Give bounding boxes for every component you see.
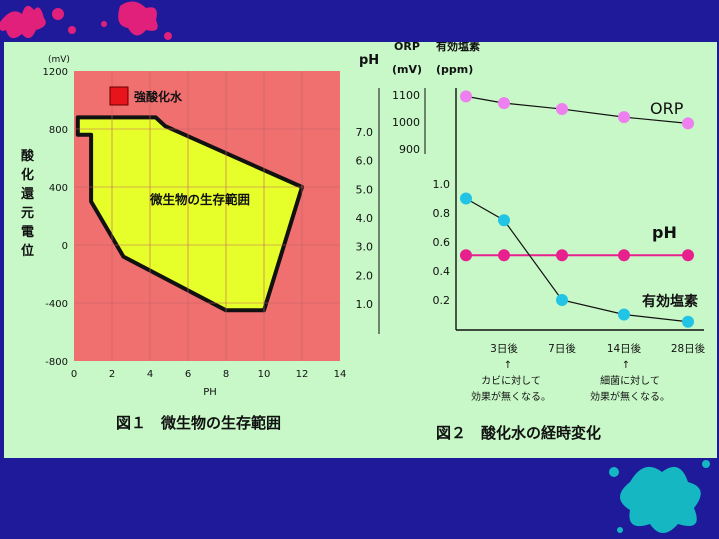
- orp-tick: 1100: [392, 89, 420, 102]
- figure-canvas: 微生物の生存範囲 強酸化水 (mV) 1200 800 400 0 -400 -800 0…: [21, 39, 706, 442]
- figure1-y-tick: -800: [45, 357, 68, 368]
- series-point-0: [498, 97, 510, 110]
- figure1-y-tick: 0: [62, 241, 68, 252]
- series-label-orp: ORP: [650, 99, 684, 118]
- series-point-0: [556, 103, 568, 116]
- figure1-y-tick: 800: [49, 125, 68, 136]
- chlorine-tick: 0.6: [433, 236, 451, 249]
- figure1-gridlines: [74, 71, 340, 361]
- figure1-chart: 微生物の生存範囲 強酸化水 (mV) 1200 800 400 0 -400 -800 0…: [21, 55, 346, 432]
- series-point-1: [498, 249, 510, 262]
- x-axis-title: PH: [203, 387, 217, 398]
- series-point-2: [682, 315, 694, 328]
- figure1-y-tick-labels: 1200 800 400 0 -400 -800: [43, 67, 68, 368]
- figure2-x-tick-labels: 3日後 7日後 14日後 28日後: [490, 342, 706, 355]
- legend-label: 強酸化水: [134, 89, 183, 104]
- series-point-1: [556, 249, 568, 262]
- figure1-x-tick: 8: [223, 369, 229, 380]
- y-axis-title-char: 還: [21, 186, 35, 202]
- figure2-chart: pH ORP (mV) 有効塩素 (ppm) 7.0 6.0 5.0 4.0 3.0 2.…: [356, 39, 706, 442]
- figure2-x-tick: 28日後: [671, 342, 706, 355]
- figure1-caption: 図１ 微生物の生存範囲: [116, 414, 281, 432]
- ph-tick: 5.0: [356, 183, 374, 196]
- chlorine-tick: 0.8: [433, 207, 451, 220]
- region-label: 微生物の生存範囲: [149, 192, 250, 207]
- y-axis-title-char: 位: [21, 243, 34, 259]
- ph-tick: 6.0: [356, 155, 374, 168]
- y-axis-title-char: 電: [21, 225, 34, 240]
- figure1-y-tick: 1200: [43, 67, 68, 78]
- orp-tick: 900: [399, 143, 420, 156]
- figure2-x-tick: 3日後: [490, 342, 518, 355]
- figure1-y-tick: -400: [45, 299, 68, 310]
- orp-axis-unit: (mV): [392, 63, 422, 76]
- orp-tick: 1000: [392, 116, 420, 129]
- figure1-x-tick: 6: [185, 369, 191, 380]
- y-axis-title-char: 元: [21, 206, 34, 221]
- figure1-y-tick: 400: [49, 183, 68, 194]
- series-point-2: [498, 214, 510, 227]
- annotation-bacteria: ↑ 細菌に対して 効果が無くなる。: [590, 360, 670, 403]
- chlorine-tick: 1.0: [433, 178, 451, 191]
- figure1-x-tick: 2: [109, 369, 115, 380]
- magenta-splash-topleft: [0, 1, 172, 40]
- chlorine-axis-title: 有効塩素: [436, 42, 480, 53]
- figure2-x-tick: 7日後: [548, 342, 576, 355]
- y-axis-title-char: 化: [21, 167, 34, 183]
- figure2-series: [460, 90, 694, 328]
- chlorine-axis-unit: (ppm): [436, 63, 473, 76]
- series-label-ph: pH: [652, 223, 677, 242]
- annotation-bacteria-line1: 細菌に対して: [600, 374, 660, 387]
- annotation-mold-line2: 効果が無くなる。: [471, 390, 551, 403]
- ph-tick: 3.0: [356, 241, 374, 254]
- figure1-x-tick: 0: [71, 369, 77, 380]
- annotation-mold: ↑ カビに対して 効果が無くなる。: [471, 360, 551, 403]
- series-label-chlorine: 有効塩素: [642, 293, 698, 310]
- figure1-x-tick: 10: [258, 369, 271, 380]
- chlorine-tick: 0.4: [433, 265, 451, 278]
- figure2-tick-labels: 7.0 6.0 5.0 4.0 3.0 2.0 1.0 1100 1000 900 1.0 0.8 0.…: [356, 89, 451, 311]
- y-axis-unit: (mV): [48, 55, 70, 65]
- figure2-caption: 図２ 酸化水の経時変化: [436, 424, 601, 442]
- y-axis-title: 酸化還元電位: [21, 148, 35, 259]
- legend-swatch: [109, 86, 129, 106]
- orp-axis-title: ORP: [394, 42, 420, 53]
- series-point-0: [682, 117, 694, 130]
- series-point-1: [618, 249, 630, 262]
- figure2-x-tick: 14日後: [607, 342, 642, 355]
- series-point-2: [460, 192, 472, 205]
- ph-tick: 7.0: [356, 126, 374, 139]
- series-point-1: [460, 249, 472, 262]
- figure1-x-tick: 12: [296, 369, 309, 380]
- ph-tick: 1.0: [356, 298, 374, 311]
- figure-panel: 微生物の生存範囲 強酸化水 (mV) 1200 800 400 0 -400 -800 0…: [4, 39, 717, 458]
- ph-tick: 4.0: [356, 212, 374, 225]
- series-point-0: [460, 90, 472, 103]
- series-point-2: [618, 308, 630, 321]
- ph-axis-title: pH: [359, 53, 379, 68]
- y-axis-title-char: 酸: [21, 148, 35, 164]
- annotation-mold-arrow: ↑: [504, 360, 512, 371]
- figure1-x-tick: 14: [334, 369, 347, 380]
- cyan-splash-bottomright: [609, 460, 710, 533]
- chlorine-tick: 0.2: [433, 294, 451, 307]
- figure1-x-tick: 4: [147, 369, 153, 380]
- series-point-2: [556, 294, 568, 306]
- series-point-0: [618, 111, 630, 124]
- annotation-mold-line1: カビに対して: [481, 374, 541, 387]
- annotation-bacteria-line2: 効果が無くなる。: [590, 390, 670, 403]
- annotation-bacteria-arrow: ↑: [622, 360, 630, 371]
- figure1-x-tick-labels: 0 2 4 6 8 10 12 14: [71, 369, 347, 380]
- series-point-1: [682, 249, 694, 262]
- ph-tick: 2.0: [356, 269, 374, 282]
